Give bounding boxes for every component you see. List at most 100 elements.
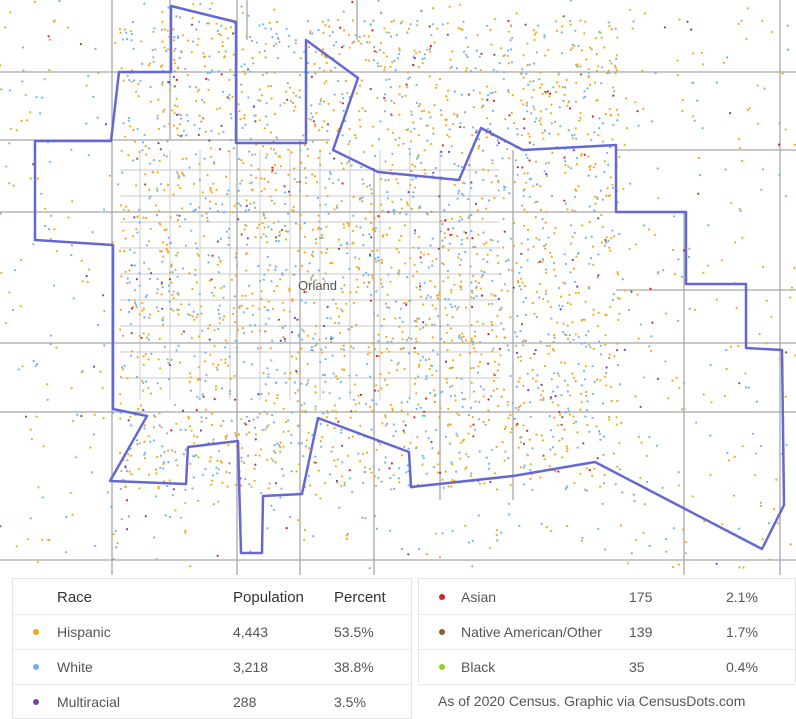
population-dot (194, 274, 196, 276)
population-dot (8, 182, 10, 184)
population-dot (261, 190, 263, 192)
population-dot (527, 229, 529, 231)
population-dot (390, 266, 392, 268)
population-dot (160, 426, 162, 428)
population-dot (450, 461, 452, 463)
population-dot (121, 172, 123, 174)
population-dot (431, 374, 433, 376)
population-dot (406, 129, 408, 131)
population-dot (431, 365, 433, 367)
population-dot (284, 325, 286, 327)
population-dot (424, 57, 426, 59)
population-dot (245, 210, 247, 212)
population-dot (324, 381, 326, 383)
population-dot (289, 516, 291, 518)
population-dot (479, 341, 481, 343)
population-dot (562, 323, 564, 325)
population-dot (291, 209, 293, 211)
population-dot (305, 302, 307, 304)
population-dot (549, 415, 551, 417)
population-dot (307, 155, 309, 157)
population-dot (340, 381, 342, 383)
population-dot (406, 276, 408, 278)
population-dot (433, 104, 435, 106)
population-dot (646, 455, 648, 457)
population-dot (420, 296, 422, 298)
population-dot (690, 29, 692, 31)
census-dot-map[interactable] (0, 0, 796, 575)
population-dot (193, 442, 195, 444)
population-dot (122, 38, 124, 40)
population-dot (422, 303, 424, 305)
population-dot (432, 336, 434, 338)
population-dot (277, 394, 279, 396)
population-dot (355, 225, 357, 227)
population-dot (496, 488, 498, 490)
population-dot (398, 53, 400, 55)
population-dot (787, 49, 789, 51)
population-dot (545, 290, 547, 292)
population-dot (429, 392, 431, 394)
population-dot (570, 0, 572, 2)
population-dot (377, 0, 379, 2)
population-dot (536, 51, 538, 53)
population-dot (604, 548, 606, 550)
population-dot (482, 168, 484, 170)
population-dot (254, 464, 256, 466)
population-dot (240, 205, 242, 207)
population-dot (578, 45, 580, 47)
population-dot (474, 400, 476, 402)
population-dot (482, 323, 484, 325)
population-dot (127, 75, 129, 77)
legend-row-black: Black 35 0.4% (419, 649, 795, 685)
population-dot (420, 118, 422, 120)
population-dot (519, 330, 521, 332)
population-dot (599, 486, 601, 488)
population-dot (217, 264, 219, 266)
population-dot (561, 424, 563, 426)
population-dot (110, 506, 112, 508)
population-dot (622, 188, 624, 190)
population-dot (546, 175, 548, 177)
population-dot (166, 155, 168, 157)
population-dot (787, 25, 789, 27)
population-dot (384, 179, 386, 181)
population-dot (160, 387, 162, 389)
population-dot (157, 382, 159, 384)
population-dot (274, 113, 276, 115)
population-dot (426, 375, 428, 377)
population-dot (692, 115, 694, 117)
population-dot (170, 429, 172, 431)
population-dot (361, 80, 363, 82)
population-dot (553, 269, 555, 271)
population-dot (136, 232, 138, 234)
population-dot (268, 392, 270, 394)
population-dot (760, 502, 762, 504)
population-dot (586, 490, 588, 492)
population-dot (444, 119, 446, 121)
population-dot (490, 44, 492, 46)
population-dot (564, 412, 566, 414)
population-dot (566, 450, 568, 452)
population-dot (534, 121, 536, 123)
population-dot (93, 366, 95, 368)
population-dot (155, 469, 157, 471)
population-dot (352, 19, 354, 21)
population-dot (615, 416, 617, 418)
population-dot (459, 216, 461, 218)
population-dot (491, 329, 493, 331)
population-dot (289, 87, 291, 89)
population-dot (467, 46, 469, 48)
population-dot (338, 507, 340, 509)
population-dot (315, 238, 317, 240)
population-dot (531, 96, 533, 98)
population-dot (31, 438, 33, 440)
population-dot (130, 455, 132, 457)
population-dot (315, 51, 317, 53)
population-dot (343, 284, 345, 286)
population-dot (492, 348, 494, 350)
population-dot (622, 278, 624, 280)
road-network (0, 0, 796, 575)
population-dot (381, 262, 383, 264)
population-dot (148, 197, 150, 199)
